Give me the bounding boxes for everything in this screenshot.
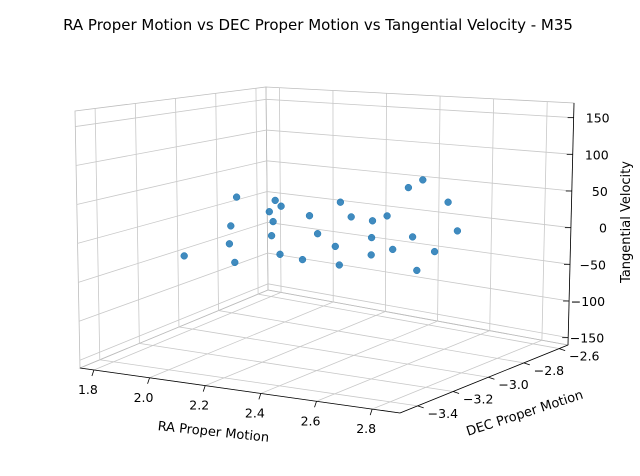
axes: 1.8 2.0 2.2 2.4 2.6 2.8 −3.4 −3.2 −3.0 −2.8 −2.6 −1… [78,102,610,436]
z-tick-label: −150 [570,331,604,346]
scatter-point [225,240,234,248]
scatter-point [367,251,375,259]
z-grid-line [78,221,571,283]
scatter-point [367,233,376,242]
z-tick-label: 50 [592,184,608,199]
scatter-point [313,230,322,238]
x-axis-line [79,367,401,414]
x-tick-mark [202,385,206,392]
z-axis-label: Tangential Velocity [619,161,634,284]
y-tick-label: −3.0 [498,377,528,392]
z-grid-line [75,98,574,127]
scatter-point [277,202,285,210]
x-grid-line [93,87,282,371]
scatter-point [231,258,239,267]
scatter-point [419,176,427,184]
y-tick-mark [559,348,566,351]
x-grid-line [149,90,334,379]
x-tick-mark [147,377,150,384]
x-tick-label: 2.6 [301,413,321,428]
z-tick-label: 0 [599,221,607,236]
scatter-point [227,222,235,230]
chart-title: RA Proper Motion vs DEC Proper Motion vs… [63,16,573,34]
scatter-point [265,208,273,216]
scatter-point [430,247,439,256]
scatter-point [335,261,343,269]
y-tick-label: −3.2 [463,392,493,407]
z-tick-label: −100 [571,294,605,309]
scatter-point [408,233,417,241]
x-tick-mark [91,369,95,377]
scatter-point [269,217,277,226]
scatter-point [336,198,345,206]
x-grid-line [260,96,441,394]
x-grid-line [316,98,495,402]
x-tick-mark [314,401,317,408]
x-tick-label: 1.8 [78,382,98,397]
z-grid-line [79,283,569,361]
y-grid-line [94,108,418,407]
z-grid-line [75,129,573,166]
scatter-point [389,245,397,254]
y-tick-label: −2.6 [569,349,599,364]
y-tick-label: −3.4 [428,406,458,421]
scatter-point [298,255,307,264]
z-axis-line [567,102,575,346]
x-tick-label: 2.0 [134,390,154,405]
x-grid-line [205,93,387,386]
back-panes [74,86,575,414]
scatter-point [305,212,314,220]
scatter-point [413,266,421,275]
x-tick-label: 2.8 [356,421,376,436]
x-axis-label: RA Proper Motion [157,419,270,446]
scatter-point [331,242,339,251]
scatter-point [276,250,284,258]
scatter-points [180,176,462,275]
scatter-point [267,232,276,240]
y-tick-mark [452,391,460,394]
x-tick-mark [258,393,262,400]
x-tick-mark [369,408,373,416]
y-tick-label: −2.8 [534,363,564,378]
y-tick-mark [523,362,530,366]
y-grid-line [175,98,489,378]
scatter-point [180,252,188,260]
left-wall-pane [74,86,269,369]
scatter-point [347,213,355,221]
y-grid-line [215,93,524,364]
scatter-point [232,193,241,201]
y-grid-line [255,88,560,349]
z-grid-line [76,160,572,205]
y-tick-mark [488,376,495,380]
y-grid-line [134,103,454,392]
scatter-point [383,212,391,220]
y-axis-line [399,344,569,414]
z-tick-label: 100 [585,147,609,162]
z-grid-line [78,252,570,322]
z-tick-label: 150 [586,111,610,126]
x-grid-line [372,101,548,410]
z-tick-label: −50 [580,257,606,272]
z-grid-line [77,191,571,244]
grid-lines [75,87,574,410]
scatter-point [444,198,452,206]
scatter-point [271,196,279,205]
scatter-point [453,227,462,235]
x-tick-label: 2.4 [245,405,265,420]
y-tick-mark [417,405,424,409]
scatter-point [368,217,377,225]
scatter-point [404,183,413,192]
x-tick-label: 2.2 [189,398,209,413]
